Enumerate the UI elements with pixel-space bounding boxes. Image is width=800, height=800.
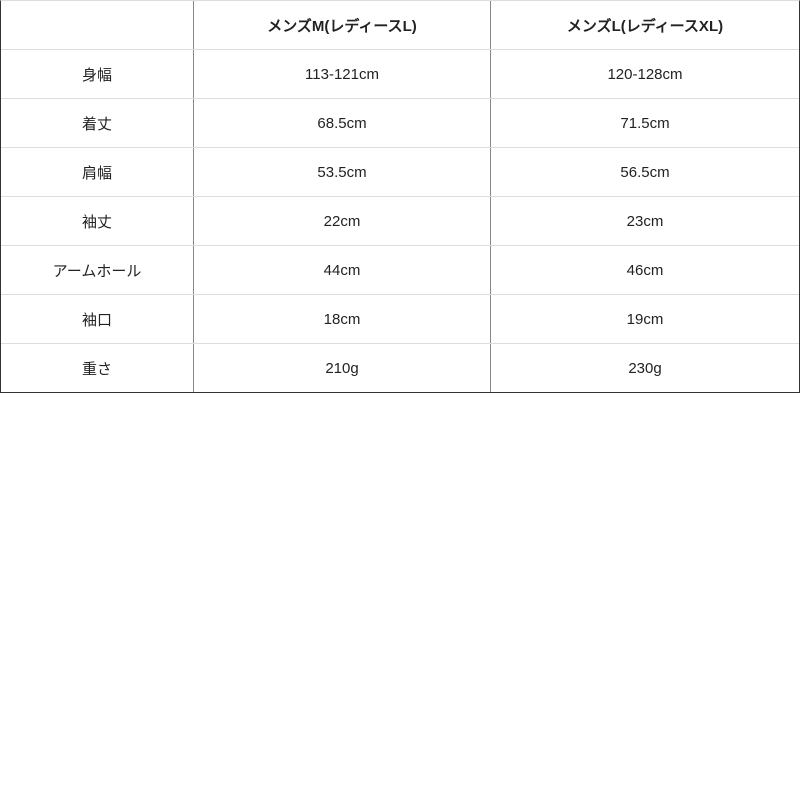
value-cell: 53.5cm — [193, 148, 490, 196]
header-cell-mens-l: メンズL(レディースXL) — [490, 1, 799, 49]
table-row: 身幅 113-121cm 120-128cm — [1, 49, 799, 98]
row-label-cell: 袖口 — [81, 311, 112, 329]
value-cell: 46cm — [490, 246, 799, 294]
table-header-row: メンズM(レディースL) メンズL(レディースXL) — [1, 1, 799, 49]
table-row: 肩幅 53.5cm 56.5cm — [1, 147, 799, 196]
header-cell-empty — [1, 1, 193, 49]
table-row: 袖丈 22cm 23cm — [1, 196, 799, 245]
value-cell: 56.5cm — [490, 148, 799, 196]
value-cell: 18cm — [193, 295, 490, 343]
value-cell: 68.5cm — [193, 99, 490, 147]
value-cell: 22cm — [193, 197, 490, 245]
row-label-cell: 身幅 — [81, 66, 112, 84]
value-cell: 19cm — [490, 295, 799, 343]
table-row: アームホール 44cm 46cm — [1, 245, 799, 294]
value-cell: 23cm — [490, 197, 799, 245]
row-label-cell: アームホール — [52, 262, 142, 280]
table-row: 重さ 210g 230g — [1, 343, 799, 392]
row-label-cell: 着丈 — [81, 115, 112, 133]
value-cell: 230g — [490, 344, 799, 392]
value-cell: 71.5cm — [490, 99, 799, 147]
table-row: 袖口 18cm 19cm — [1, 294, 799, 343]
row-label-cell: 肩幅 — [81, 164, 112, 182]
value-cell: 44cm — [193, 246, 490, 294]
row-label-cell: 重さ — [81, 360, 112, 378]
value-cell: 113-121cm — [193, 50, 490, 98]
row-label-cell: 袖丈 — [81, 213, 112, 231]
size-table: メンズM(レディースL) メンズL(レディースXL) 身幅 113-121cm 12… — [0, 0, 800, 393]
table-row: 着丈 68.5cm 71.5cm — [1, 98, 799, 147]
header-cell-mens-m: メンズM(レディースL) — [193, 1, 490, 49]
value-cell: 210g — [193, 344, 490, 392]
value-cell: 120-128cm — [490, 50, 799, 98]
